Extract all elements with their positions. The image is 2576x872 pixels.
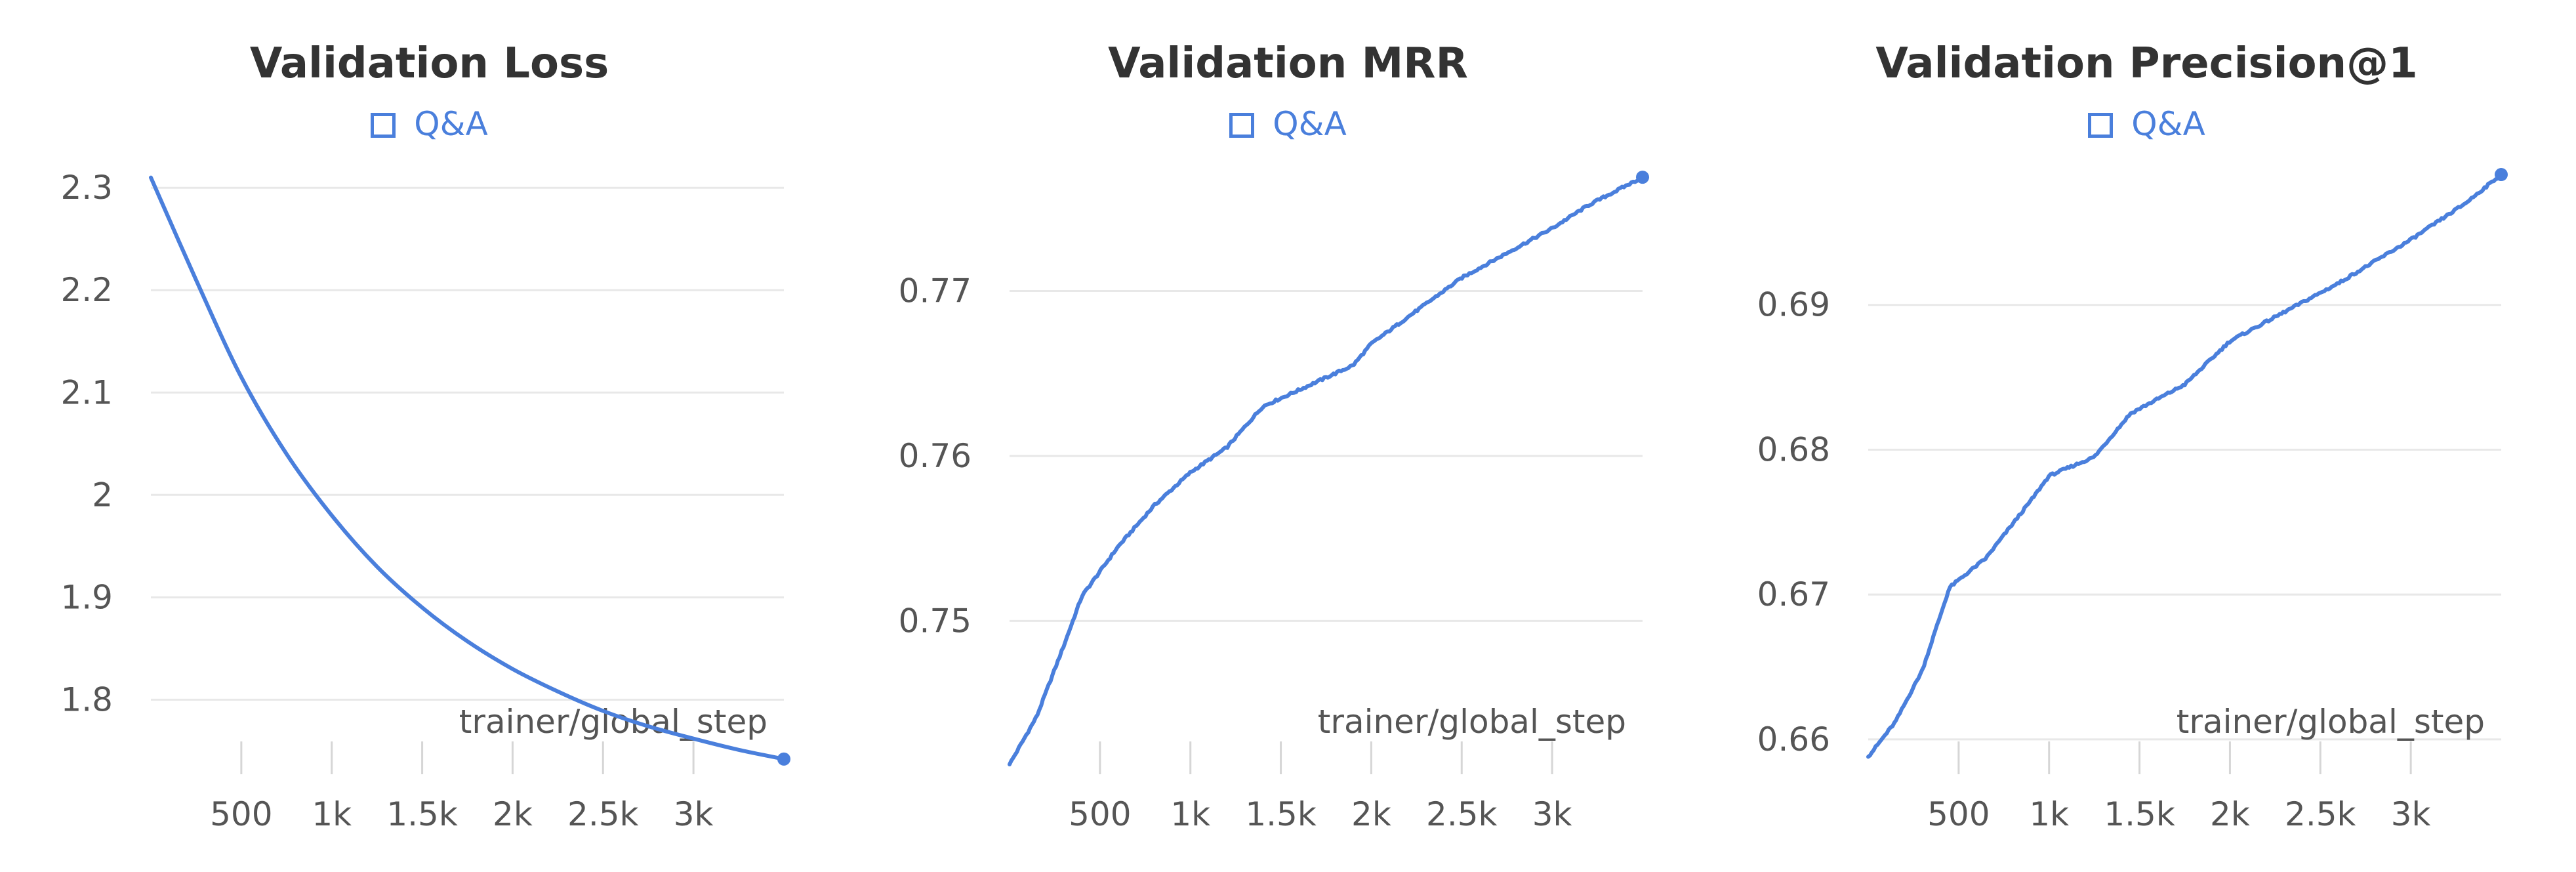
legend-swatch-icon [1229, 113, 1255, 138]
legend-label: Q&A [1273, 105, 1347, 143]
x-tick-label: 3k [2391, 795, 2431, 833]
x-tick-label: 3k [1532, 795, 1572, 833]
x-tick-label: 3k [674, 795, 714, 833]
x-tick-label: 500 [1069, 795, 1131, 833]
x-tick-label: 1.5k [386, 795, 458, 833]
chart-panel-mrr: Validation MRR Q&A 0.75 0.76 0.77 500 1k 1.5k… [859, 0, 1717, 872]
legend[interactable]: Q&A [1717, 105, 2576, 143]
series-line [1008, 175, 1645, 766]
chart-title: Validation Loss [249, 39, 609, 88]
y-tick-label: 0.77 [899, 272, 971, 310]
y-tick-label: 1.9 [60, 578, 113, 616]
x-tick-label: 1.5k [2104, 795, 2175, 833]
data-point[interactable] [2495, 168, 2508, 182]
legend-label: Q&A [2131, 105, 2205, 143]
y-tick-label: 0.66 [1757, 720, 1830, 758]
x-tick-label: 2k [1351, 795, 1391, 833]
chart-title: Validation Precision@1 [1875, 39, 2418, 88]
x-tick-label: 2.5k [1426, 795, 1498, 833]
legend-swatch-icon [371, 113, 396, 138]
x-tick-label: 500 [210, 795, 272, 833]
x-tick-label: 2k [493, 795, 533, 833]
chart-panel-loss: Validation Loss Q&A 1.8 1.9 2 2.1 2.2 2.3 500 1… [0, 0, 859, 872]
x-axis-label: trainer/global_step [459, 703, 767, 741]
plot-area: 0.75 0.76 0.77 500 1k 1.5k 2k 2.5k 3k trainer/glo… [899, 171, 1649, 833]
plot-area: 0.66 0.67 0.68 0.69 500 1k 1.5k 2k 2.5k 3k trainer… [1757, 168, 2508, 833]
series-line [149, 175, 786, 761]
data-point[interactable] [777, 752, 790, 766]
y-tick-label: 2 [92, 476, 113, 514]
legend[interactable]: Q&A [0, 105, 859, 143]
y-tick-label: 0.67 [1757, 575, 1830, 613]
x-axis-label: trainer/global_step [1318, 703, 1626, 741]
x-tick-label: 2.5k [567, 795, 639, 833]
x-tick-label: 1.5k [1245, 795, 1317, 833]
x-tick-label: 2k [2210, 795, 2250, 833]
chart-panel-precision: Validation Precision@1 Q&A 0.66 0.67 0.68 0… [1717, 0, 2576, 872]
y-tick-label: 0.76 [899, 437, 971, 475]
series-line [1866, 173, 2503, 759]
y-tick-label: 2.2 [60, 271, 113, 309]
x-axis-label: trainer/global_step [2177, 703, 2485, 741]
plot-area: 1.8 1.9 2 2.1 2.2 2.3 500 1k 1.5k 2k 2.5k 3k trainer… [60, 169, 790, 833]
x-tick-label: 2.5k [2285, 795, 2356, 833]
x-tick-label: 1k [2029, 795, 2069, 833]
data-point[interactable] [1636, 171, 1649, 184]
x-tick-label: 1k [312, 795, 352, 833]
legend[interactable]: Q&A [859, 105, 1717, 143]
legend-swatch-icon [2088, 113, 2114, 138]
x-tick-label: 500 [1927, 795, 1990, 833]
chart-title: Validation MRR [1108, 39, 1468, 88]
y-tick-label: 0.75 [899, 602, 971, 640]
x-tick-label: 1k [1170, 795, 1210, 833]
y-tick-label: 2.1 [60, 373, 113, 411]
legend-label: Q&A [414, 105, 488, 143]
y-tick-label: 1.8 [60, 680, 113, 718]
y-tick-label: 0.68 [1757, 430, 1830, 468]
y-tick-label: 0.69 [1757, 286, 1830, 324]
y-tick-label: 2.3 [60, 169, 113, 207]
